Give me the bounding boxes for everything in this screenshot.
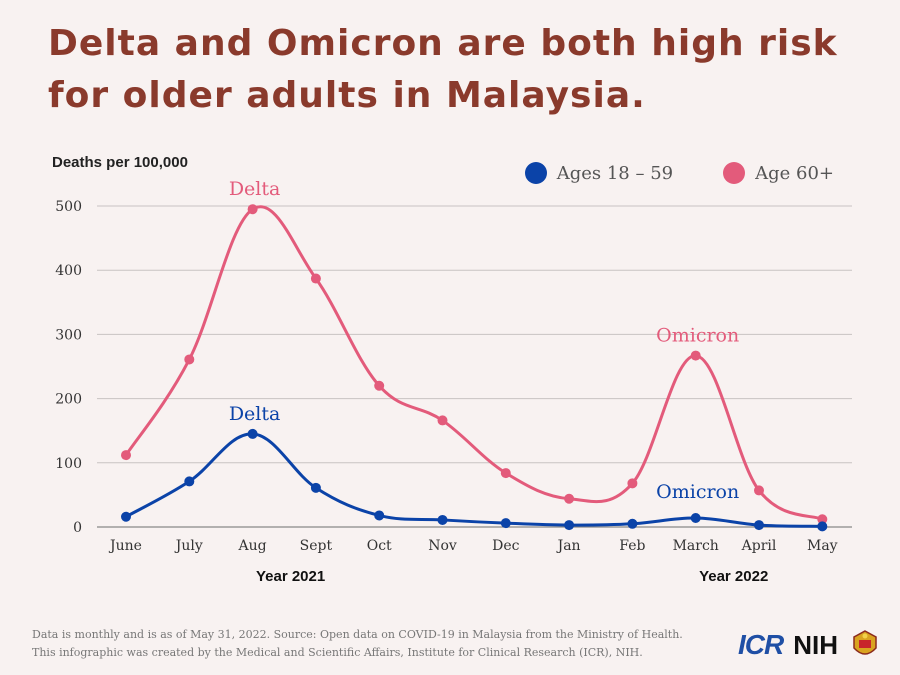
x-tick-label: May (807, 538, 838, 554)
y-tick-label: 300 (55, 327, 82, 343)
data-point-young (817, 521, 828, 532)
data-point-old (374, 380, 385, 391)
line-chart: 0 100 200 300 400 500 June July Aug Sept Oct Nov Dec… (55, 178, 852, 585)
page-title: Delta and Omicron are both high risk for… (48, 18, 868, 122)
annotation-label: Omicron (656, 325, 739, 347)
x-tick-label: Sept (300, 538, 333, 554)
data-point-young (184, 476, 195, 487)
x-tick-label: July (174, 538, 203, 554)
data-point-old (247, 204, 258, 215)
legend-item-old: Age 60+ (723, 162, 834, 184)
y-tick-label: 500 (55, 199, 82, 215)
annotation-label: Delta (229, 403, 281, 425)
annotation-label: Delta (229, 178, 281, 200)
data-point-young (374, 510, 385, 521)
data-point-old (690, 350, 701, 361)
y-tick-label: 0 (73, 520, 82, 536)
data-point-young (121, 511, 131, 522)
data-point-old (437, 415, 448, 426)
title-bold: high risk for older adults (48, 23, 838, 116)
chart-legend: Ages 18 – 59 Age 60+ (475, 162, 834, 184)
year-label: Year 2021 (256, 568, 325, 585)
y-tick-label: 200 (55, 392, 82, 408)
legend-label-young: Ages 18 – 59 (556, 162, 674, 184)
x-tick-label: Dec (492, 538, 520, 554)
series-line-old (124, 205, 823, 521)
data-point-old (817, 514, 828, 525)
data-point-young (500, 518, 511, 529)
y-tick-label: 100 (55, 456, 82, 472)
data-point-young (754, 520, 764, 531)
data-point-young (437, 514, 448, 525)
x-tick-label: March (673, 538, 719, 554)
data-point-old (121, 450, 131, 461)
nih-logo: NIH (793, 629, 838, 660)
data-point-old (627, 478, 638, 489)
legend-swatch-young (524, 162, 547, 184)
data-point-old (564, 493, 575, 504)
footer-line-1: Data is monthly and is as of May 31, 202… (32, 628, 683, 641)
footer-note: Data is monthly and is as of May 31, 202… (32, 626, 732, 662)
legend-swatch-old (723, 162, 746, 184)
x-tick-label: April (741, 538, 777, 554)
data-point-young (564, 520, 575, 531)
x-tick-label: Aug (238, 538, 267, 554)
footer-line-2: This infographic was created by the Medi… (32, 646, 643, 659)
x-tick-label: Feb (619, 538, 645, 554)
icr-logo: ICR (737, 629, 784, 660)
data-point-old (754, 485, 764, 496)
title-part-1: Delta and Omicron are both (48, 23, 652, 64)
y-tick-label: 400 (55, 263, 82, 279)
y-axis-label: Deaths per 100,000 (52, 154, 188, 171)
x-tick-label: Nov (428, 538, 457, 554)
x-tick-label: Oct (367, 538, 392, 554)
data-point-young (310, 482, 321, 493)
annotation-label: Omicron (656, 481, 739, 503)
x-tick-label: June (108, 538, 142, 554)
data-point-young (690, 513, 701, 524)
data-point-young (627, 518, 638, 529)
data-point-old (310, 273, 321, 284)
year-label: Year 2022 (699, 568, 768, 585)
data-point-old (500, 468, 511, 479)
title-part-2: in Malaysia. (378, 75, 646, 116)
x-tick-label: Jan (556, 538, 581, 554)
data-point-young (247, 428, 258, 439)
logo-group: ICR NIH (738, 628, 882, 662)
malaysia-crest-icon (853, 630, 877, 655)
legend-item-young: Ages 18 – 59 (524, 162, 674, 184)
data-point-old (184, 354, 195, 365)
legend-label-old: Age 60+ (755, 162, 834, 184)
